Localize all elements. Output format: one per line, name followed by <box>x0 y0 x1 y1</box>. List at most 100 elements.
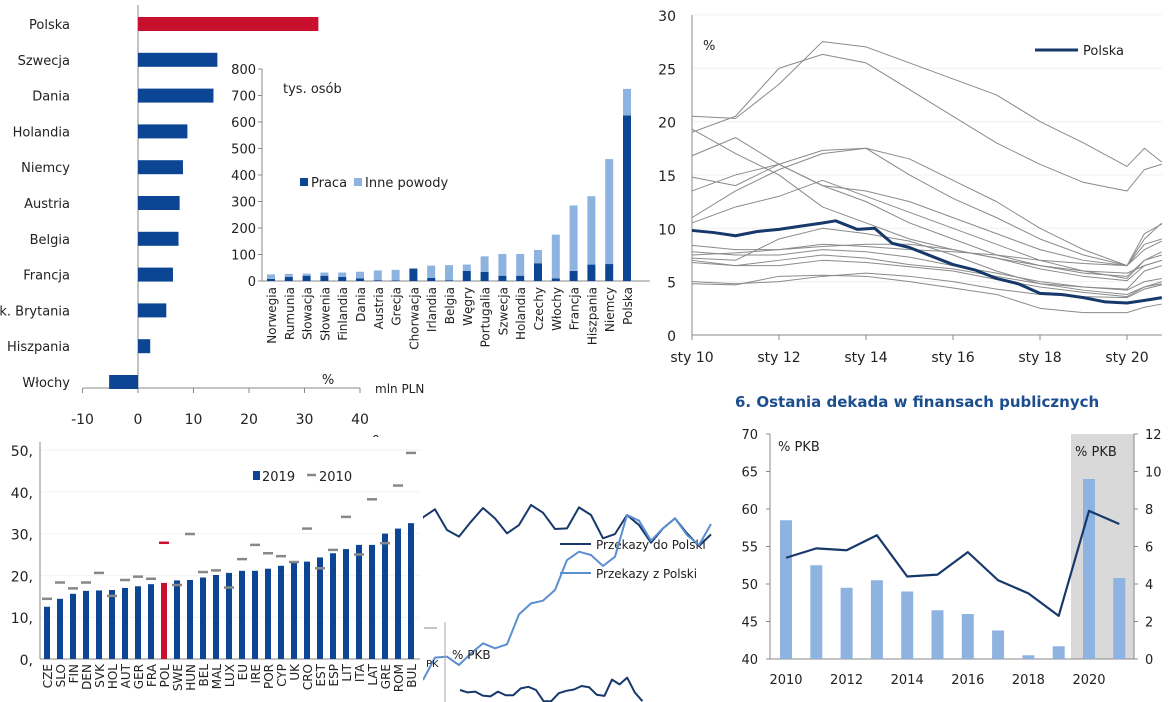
bar-2019-EST <box>317 557 323 659</box>
series-line-9 <box>691 243 1162 274</box>
y-left-tick-label: 70 <box>741 428 758 443</box>
y-axis-label: % PKB <box>452 648 491 662</box>
category-label: IRE <box>249 664 263 683</box>
y-tick-label: 5 <box>667 276 676 292</box>
x-tick-label: 2016 <box>951 673 984 688</box>
bar-inne-Dania <box>356 271 364 279</box>
bar-inne-Portugalia <box>480 256 489 272</box>
category-label: LAT <box>366 663 380 685</box>
category-label: Szwecja <box>18 54 70 69</box>
bar-Belgia <box>138 231 179 246</box>
bar-inne-Węgry <box>462 264 471 271</box>
legend-swatch-2019 <box>253 471 260 480</box>
y-tick-label: 40, <box>11 486 33 502</box>
bar-praca-Irlandia <box>427 277 436 281</box>
category-label: CZE <box>41 664 55 688</box>
series-line-1 <box>691 53 1162 192</box>
series-line-10 <box>691 254 1162 291</box>
bar-2019-MAL <box>213 574 219 659</box>
y-left-tick-label: 65 <box>741 466 758 481</box>
bar-praca-Niemcy <box>605 264 614 281</box>
y-right-tick-label: 10 <box>1145 466 1162 481</box>
bar-inne-Słowenia <box>320 272 329 276</box>
category-label: UK <box>288 663 302 681</box>
bar-2019-POL <box>161 582 167 659</box>
y-tick-label: 300 <box>231 196 256 211</box>
category-label: BUL <box>405 664 419 688</box>
panel-background <box>650 0 1170 372</box>
x-tick-label: 40 <box>351 412 369 428</box>
gdp-fragment-chart: % PKB PK <box>424 622 644 702</box>
category-label: LUX <box>223 664 237 687</box>
bar-Holandia <box>138 124 188 139</box>
y-axis-label: % <box>703 39 715 54</box>
category-label: Hiszpania <box>7 340 70 355</box>
category-label: HUN <box>184 664 198 691</box>
bar-2019-CZE <box>44 606 50 659</box>
bar-Polska <box>138 17 319 31</box>
bar-2011 <box>810 565 823 659</box>
category-label: EST <box>314 663 328 686</box>
category-label: Czechy <box>532 287 546 330</box>
bar-2019-SLO <box>57 598 63 659</box>
x-tick-label: 2018 <box>1012 673 1045 688</box>
category-label: Norwegia <box>265 287 279 344</box>
legend-label: Polska <box>1083 44 1124 59</box>
x-tick-label: 0 <box>134 412 143 428</box>
category-label: EU <box>236 664 250 680</box>
category-label: Francja <box>23 269 70 284</box>
x-tick-label: sty 12 <box>757 350 800 366</box>
bar-praca-Szwecja <box>498 275 507 281</box>
y-left-tick-label: 40 <box>741 653 758 668</box>
x-tick-label: sty 14 <box>844 350 887 366</box>
category-label: Portugalia <box>479 287 493 347</box>
bar-2019-HUN <box>187 579 193 659</box>
bar-praca-Węgry <box>462 270 471 281</box>
category-label: ITA <box>353 663 367 682</box>
category-label: Finlandia <box>336 287 350 341</box>
y-tick-label: 30, <box>11 528 33 544</box>
category-label: LIT <box>340 663 354 681</box>
category-label: POR <box>262 664 276 689</box>
bar-praca-Belgia <box>445 280 453 281</box>
category-label: Chorwacja <box>407 287 421 350</box>
category-label: CYP <box>275 664 289 687</box>
poverty-bar-chart: 0, 10, 20, 30, 40, 50, CZE SLO FIN DEN SVK HOL AUT GE… <box>0 437 423 702</box>
bar-inne-Czechy <box>534 249 542 264</box>
x-tick-label: sty 10 <box>670 350 713 366</box>
category-label: Wlk. Brytania <box>0 304 70 319</box>
bar-2019-EU <box>239 570 245 659</box>
y-tick-label: 700 <box>231 90 256 105</box>
bar-inne-Polska <box>623 88 631 116</box>
category-label: Irlandia <box>425 287 439 332</box>
bar-2019-UK <box>291 562 297 659</box>
x-tick-label: 2012 <box>830 673 863 688</box>
bar-Wlk. Brytania <box>138 303 167 318</box>
bar-inne-Holandia <box>516 253 525 276</box>
category-label: ESP <box>327 664 341 686</box>
bar-2019 <box>1052 646 1065 659</box>
y-axis-label: tys. osób <box>283 82 342 97</box>
y-tick-label: 15 <box>658 169 676 185</box>
bar-Włochy <box>109 375 138 389</box>
category-label: DEN <box>80 664 94 690</box>
bar-inne-Norwegia <box>267 274 275 279</box>
chart-title: 6. Ostania dekada w finansach publicznyc… <box>735 393 1099 411</box>
bar-praca-Słowenia <box>320 275 329 281</box>
y-tick-label: 800 <box>231 63 256 78</box>
y-right-tick-label: 4 <box>1145 578 1153 593</box>
y-axis-label-fragment: PK <box>426 659 439 670</box>
category-label: Polska <box>621 287 635 325</box>
series-line-12 <box>691 259 1162 298</box>
bar-2019-GRE <box>382 533 388 659</box>
bar-2017 <box>992 630 1005 659</box>
bar-praca-Włochy <box>551 278 560 281</box>
category-label: Słowacja <box>301 287 315 340</box>
category-label: Szwecja <box>496 287 510 335</box>
legend-label: 2010 <box>319 470 352 485</box>
bar-inne-Belgia <box>445 265 453 281</box>
unemployment-line-chart: 0 5 10 15 20 25 30 sty 10 sty 12 sty 14 sty 16 sty … <box>650 0 1170 372</box>
category-label: Rumunia <box>283 287 297 340</box>
legend-swatch-inne <box>354 178 362 186</box>
